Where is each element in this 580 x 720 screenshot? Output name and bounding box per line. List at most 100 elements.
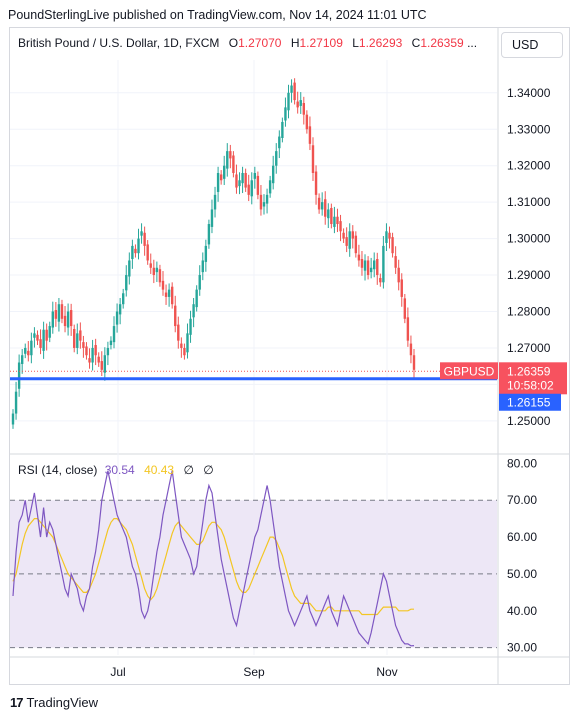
candle-body[interactable] [128, 260, 131, 277]
candle-body[interactable] [403, 298, 407, 319]
candle-body[interactable] [39, 339, 42, 348]
candle-body[interactable] [216, 172, 220, 192]
candle-body[interactable] [152, 267, 156, 276]
candle-body[interactable] [305, 114, 309, 130]
candle-body[interactable] [45, 329, 48, 341]
candle-body[interactable] [36, 334, 39, 341]
candle-body[interactable] [79, 330, 82, 341]
candle-body[interactable] [20, 355, 24, 364]
candle-body[interactable] [357, 254, 361, 261]
candle-body[interactable] [397, 267, 400, 283]
candle-body[interactable] [94, 345, 97, 356]
candle-body[interactable] [97, 356, 100, 363]
tradingview-brand[interactable]: 17 TradingView [10, 695, 98, 710]
candle-body[interactable] [115, 311, 119, 325]
candle-body[interactable] [394, 256, 397, 268]
hidden-plot-icon-2[interactable]: ∅ [203, 463, 214, 477]
candle-body[interactable] [360, 259, 364, 268]
candle-body[interactable] [271, 165, 275, 184]
candle-body[interactable] [354, 235, 358, 254]
candle-body[interactable] [345, 237, 348, 246]
candle-body[interactable] [112, 326, 116, 343]
candle-body[interactable] [265, 194, 269, 204]
candle-body[interactable] [296, 101, 299, 108]
candle-body[interactable] [330, 207, 333, 225]
candle-body[interactable] [379, 277, 382, 283]
candle-body[interactable] [164, 292, 168, 297]
candle-body[interactable] [232, 155, 235, 173]
candle-body[interactable] [195, 289, 198, 308]
candle-body[interactable] [189, 318, 192, 335]
candle-body[interactable] [290, 85, 293, 93]
candle-body[interactable] [76, 333, 79, 348]
candle-body[interactable] [302, 103, 306, 115]
candle-body[interactable] [229, 151, 232, 159]
candle-body[interactable] [256, 175, 260, 195]
candle-body[interactable] [391, 237, 394, 254]
candle-body[interactable] [140, 231, 143, 236]
candle-body[interactable] [183, 347, 186, 356]
candle-body[interactable] [192, 304, 195, 318]
candle-body[interactable] [54, 310, 58, 319]
candle-body[interactable] [198, 275, 201, 290]
candle-body[interactable] [284, 107, 287, 121]
candle-body[interactable] [131, 245, 134, 260]
candle-body[interactable] [106, 347, 110, 356]
candle-body[interactable] [207, 224, 211, 245]
candle-body[interactable] [33, 333, 36, 338]
symbol-title[interactable]: British Pound / U.S. Dollar, 1D, FXCM [18, 36, 220, 50]
candle-body[interactable] [320, 202, 324, 210]
candle-body[interactable] [317, 197, 321, 210]
candle-body[interactable] [100, 361, 103, 370]
candle-body[interactable] [51, 311, 54, 328]
candle-body[interactable] [63, 315, 67, 327]
candle-body[interactable] [103, 355, 107, 373]
candle-body[interactable] [373, 260, 376, 270]
candle-body[interactable] [281, 121, 284, 138]
candle-body[interactable] [180, 343, 183, 348]
candle-body[interactable] [351, 231, 354, 239]
candle-body[interactable] [223, 165, 226, 179]
candle-body[interactable] [348, 231, 351, 249]
candle-body[interactable] [250, 180, 253, 197]
candle-body[interactable] [400, 279, 403, 297]
candle-body[interactable] [134, 248, 137, 254]
candle-body[interactable] [385, 231, 388, 243]
candle-body[interactable] [118, 304, 122, 315]
rsi-ma-line[interactable] [12, 517, 414, 616]
candle-body[interactable] [91, 347, 94, 363]
candle-body[interactable] [268, 180, 272, 194]
candle-body[interactable] [167, 289, 171, 297]
candle-body[interactable] [88, 358, 91, 363]
candle-body[interactable] [11, 413, 15, 425]
candle-body[interactable] [287, 92, 290, 111]
legend-ellipsis[interactable]: ... [467, 36, 478, 50]
candle-body[interactable] [235, 174, 238, 188]
candle-body[interactable] [409, 343, 413, 356]
candle-body[interactable] [170, 286, 174, 305]
candle-body[interactable] [324, 199, 327, 217]
candle-body[interactable] [226, 151, 229, 169]
candle-body[interactable] [210, 209, 214, 227]
candle-body[interactable] [262, 202, 266, 207]
candle-body[interactable] [369, 267, 373, 273]
candle-body[interactable] [253, 172, 257, 179]
candle-body[interactable] [247, 184, 250, 195]
candle-body[interactable] [376, 259, 379, 276]
candle-body[interactable] [161, 280, 165, 290]
candle-body[interactable] [299, 100, 302, 106]
candle-body[interactable] [363, 260, 367, 271]
candle-body[interactable] [278, 136, 281, 149]
candle-body[interactable] [85, 346, 88, 356]
candle-body[interactable] [158, 269, 162, 283]
candle-body[interactable] [238, 180, 241, 187]
candle-body[interactable] [143, 232, 146, 246]
candle-body[interactable] [333, 216, 336, 227]
candle-body[interactable] [109, 340, 113, 346]
candle-body[interactable] [336, 216, 339, 225]
candle-body[interactable] [82, 342, 85, 348]
candle-body[interactable] [42, 329, 45, 351]
candle-body[interactable] [293, 82, 296, 101]
currency-button[interactable]: USD [501, 32, 563, 58]
